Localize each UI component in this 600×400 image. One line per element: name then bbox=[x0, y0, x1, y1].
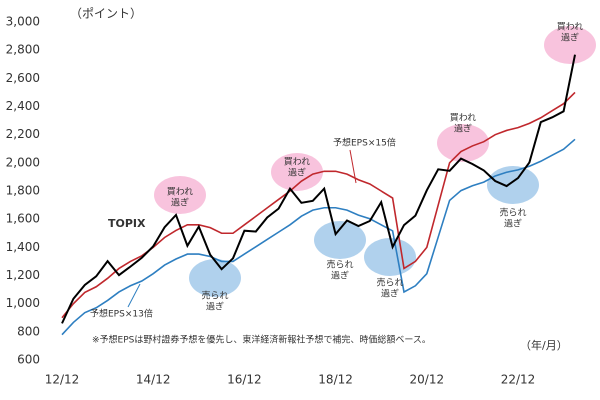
y-tick-label: 2,800 bbox=[6, 43, 40, 57]
x-tick-label: 16/12 bbox=[227, 373, 262, 387]
series-label: 予想EPS×13倍 bbox=[90, 308, 153, 320]
series-label: 予想EPS×15倍 bbox=[333, 137, 396, 149]
annotation-ellipse bbox=[437, 124, 489, 162]
annotation-text: 買われ bbox=[284, 157, 311, 168]
x-tick-label: 18/12 bbox=[318, 373, 353, 387]
x-axis-label: （年/月） bbox=[520, 338, 568, 352]
annotation-text: 買われ bbox=[450, 113, 477, 124]
annotation-ellipse bbox=[364, 238, 416, 276]
annotation-ellipse bbox=[271, 153, 323, 191]
x-tick-label: 20/12 bbox=[410, 373, 445, 387]
annotation-text: 売られ bbox=[499, 207, 526, 219]
x-tick-label: 14/12 bbox=[136, 373, 171, 387]
series-line bbox=[61, 91, 576, 319]
y-tick-label: 600 bbox=[17, 353, 40, 367]
annotation-text: 過ぎ bbox=[288, 167, 306, 179]
y-tick-label: 1,600 bbox=[6, 212, 40, 226]
annotation-text: 買われ bbox=[167, 187, 194, 198]
y-tick-label: 1,200 bbox=[6, 268, 40, 282]
y-axis-label: （ポイント） bbox=[70, 7, 142, 21]
x-tick-label: 22/12 bbox=[501, 373, 536, 387]
y-tick-label: 1,800 bbox=[6, 184, 40, 198]
note: ※予想EPSは野村證券予想を優先し、東洋経済新報社予想で補完、時価総額ベース。 bbox=[92, 334, 431, 346]
y-tick-label: 1,000 bbox=[6, 296, 40, 310]
annotation-text: 買われ bbox=[557, 22, 584, 33]
annotation-text: 過ぎ bbox=[504, 218, 522, 230]
y-tick-label: 2,000 bbox=[6, 155, 40, 169]
y-tick-label: 800 bbox=[17, 324, 40, 338]
annotation-text: 過ぎ bbox=[206, 301, 224, 313]
label-arrow bbox=[127, 283, 141, 308]
annotation-text: 過ぎ bbox=[454, 123, 472, 135]
annotation-ellipse bbox=[487, 166, 539, 204]
y-tick-label: 2,600 bbox=[6, 71, 40, 85]
label-arrow bbox=[349, 149, 357, 184]
series-label: TOPIX bbox=[108, 217, 146, 230]
annotation-ellipse bbox=[314, 221, 366, 259]
annotation-text: 過ぎ bbox=[381, 288, 399, 300]
annotation-text: 過ぎ bbox=[171, 197, 189, 209]
y-tick-label: 1,400 bbox=[6, 240, 40, 254]
annotation-ellipse bbox=[189, 259, 241, 297]
y-tick-label: 2,400 bbox=[6, 99, 40, 113]
annotation-ellipse bbox=[544, 26, 596, 64]
annotation-text: 過ぎ bbox=[331, 270, 349, 282]
series-line bbox=[61, 138, 576, 336]
series-line bbox=[61, 54, 576, 324]
y-tick-label: 2,200 bbox=[6, 127, 40, 141]
annotation-text: 売られ bbox=[326, 259, 353, 271]
x-tick-label: 12/12 bbox=[45, 373, 80, 387]
annotation-text: 過ぎ bbox=[561, 32, 579, 44]
annotation-text: 売られ bbox=[376, 277, 403, 289]
annotation-text: 売られ bbox=[201, 290, 228, 302]
y-tick-label: 3,000 bbox=[6, 15, 40, 29]
annotation-ellipse bbox=[154, 176, 206, 214]
